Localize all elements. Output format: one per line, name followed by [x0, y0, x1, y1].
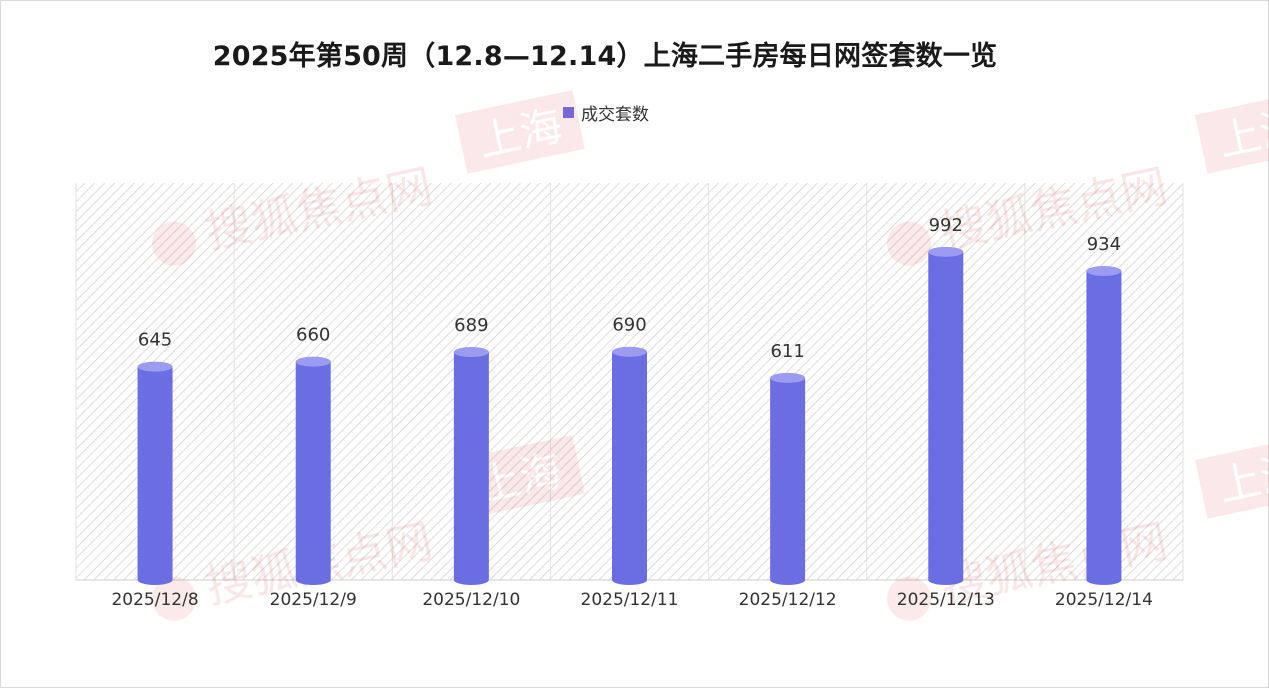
- bar-base: [295, 575, 331, 585]
- bar-base: [770, 575, 806, 585]
- bar-top: [928, 246, 964, 257]
- x-tick-label: 2025/12/11: [581, 590, 679, 610]
- x-tick-label: 2025/12/8: [111, 590, 198, 610]
- watermark-stamp: 上海: [455, 90, 585, 174]
- x-tick-label: 2025/12/12: [739, 590, 837, 610]
- data-label: 645: [138, 330, 172, 351]
- watermark-logo: [887, 221, 932, 266]
- chart-title: 2025年第50周（12.8—12.14）上海二手房每日网签套数一览: [212, 41, 998, 72]
- bar: [1086, 266, 1122, 585]
- bar-top: [770, 372, 806, 383]
- data-label: 690: [612, 315, 646, 336]
- watermark-logo: [887, 576, 932, 621]
- bar: [770, 372, 806, 585]
- watermark-stamp-box: [1195, 435, 1269, 519]
- bar-top: [453, 347, 489, 358]
- watermark-logo: [152, 576, 197, 621]
- watermark-stamp-box: [455, 90, 585, 174]
- chart-legend: 成交套数: [563, 100, 649, 125]
- data-label: 660: [296, 325, 330, 346]
- watermark-stamp: 上海: [1195, 90, 1269, 174]
- x-tick-label: 2025/12/10: [422, 590, 520, 610]
- bar: [928, 246, 964, 585]
- bar-top: [1086, 266, 1122, 277]
- bar-body: [770, 377, 806, 580]
- bar-body: [928, 251, 964, 580]
- bar-body: [1086, 271, 1122, 580]
- watermark-stamp: 上海: [1195, 435, 1269, 519]
- bar: [612, 346, 647, 585]
- legend-label: 成交套数: [581, 105, 649, 125]
- bar-top: [612, 346, 647, 357]
- bar-body: [295, 361, 331, 580]
- x-tick-label: 2025/12/9: [270, 590, 357, 610]
- bar-base: [612, 575, 647, 585]
- bar: [453, 347, 489, 585]
- bar: [295, 356, 331, 585]
- x-tick-label: 2025/12/14: [1055, 590, 1153, 610]
- data-label: 611: [770, 341, 804, 362]
- bar: [137, 361, 173, 585]
- watermark-stamp-box: [1195, 90, 1269, 174]
- bar-body: [453, 352, 489, 580]
- watermark-logo: [152, 221, 197, 266]
- x-tick-label: 2025/12/13: [897, 590, 995, 610]
- bar-base: [137, 575, 173, 585]
- data-label: 992: [929, 215, 963, 236]
- bar-top: [137, 361, 173, 372]
- data-label: 689: [454, 315, 488, 336]
- data-label: 934: [1087, 234, 1121, 255]
- bar-top: [295, 356, 331, 367]
- bar-body: [612, 351, 647, 580]
- bar-base: [928, 575, 964, 585]
- bar-base: [453, 575, 489, 585]
- legend-swatch: [563, 107, 574, 118]
- bar-body: [137, 366, 173, 580]
- bar-base: [1086, 575, 1122, 585]
